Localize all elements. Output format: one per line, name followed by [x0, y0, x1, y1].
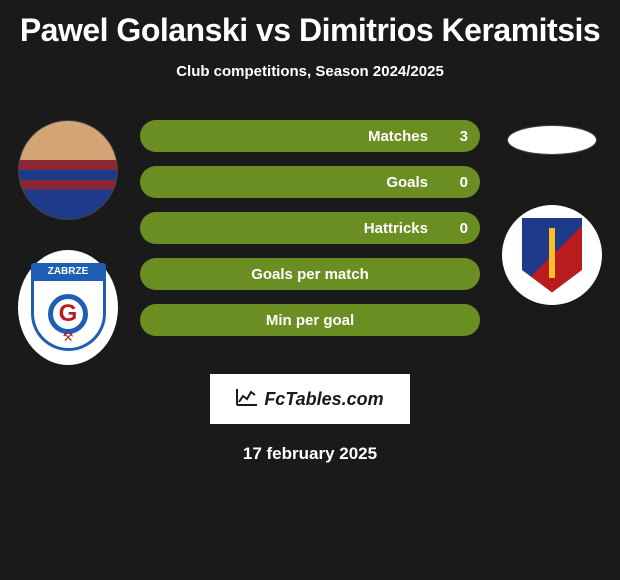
stat-bar-full: Goals per match [140, 258, 480, 290]
right-column [492, 120, 612, 305]
club2-badge [502, 205, 602, 305]
logo-text: FcTables.com [264, 389, 383, 410]
player2-avatar [507, 125, 597, 155]
stat-bar-left: Goals 0 [140, 166, 480, 198]
club1-label: ZABRZE [31, 263, 106, 281]
subtitle: Club competitions, Season 2024/2025 [0, 63, 620, 80]
comparison-content: ZABRZE G ⚒ Matches3Goals0Hattricks0Goals… [0, 120, 620, 336]
stat-value-left: 3 [460, 128, 468, 145]
logo-chart-icon [236, 388, 258, 411]
stat-label: Goals [386, 174, 428, 191]
club1-hammers-icon: ⚒ [63, 330, 74, 344]
stat-bar-left: Matches 3 [140, 120, 480, 152]
stat-label: Matches [368, 128, 428, 145]
stat-value-left: 0 [460, 220, 468, 237]
stat-row: Matches 3 [140, 120, 480, 152]
stat-row: Hattricks 0 [140, 212, 480, 244]
page-title: Pawel Golanski vs Dimitrios Keramitsis [0, 0, 620, 49]
club1-badge: ZABRZE G ⚒ [18, 250, 118, 365]
stat-row: Goals per match [140, 258, 480, 290]
stat-label: Goals per match [251, 266, 369, 283]
player1-avatar [18, 120, 118, 220]
date-text: 17 february 2025 [0, 444, 620, 464]
stat-row: Goals 0 [140, 166, 480, 198]
stat-value-left: 0 [460, 174, 468, 191]
fctables-logo: FcTables.com [210, 374, 410, 424]
stat-bar-full: Min per goal [140, 304, 480, 336]
stat-bars: Matches 3 Goals 0 Hattricks 0 Goals per match M… [140, 120, 480, 336]
stat-label: Hattricks [364, 220, 428, 237]
stat-label: Min per goal [266, 312, 354, 329]
club1-letter: G [48, 294, 88, 334]
left-column: ZABRZE G ⚒ [8, 120, 128, 365]
stat-bar-left: Hattricks 0 [140, 212, 480, 244]
stat-row: Min per goal [140, 304, 480, 336]
